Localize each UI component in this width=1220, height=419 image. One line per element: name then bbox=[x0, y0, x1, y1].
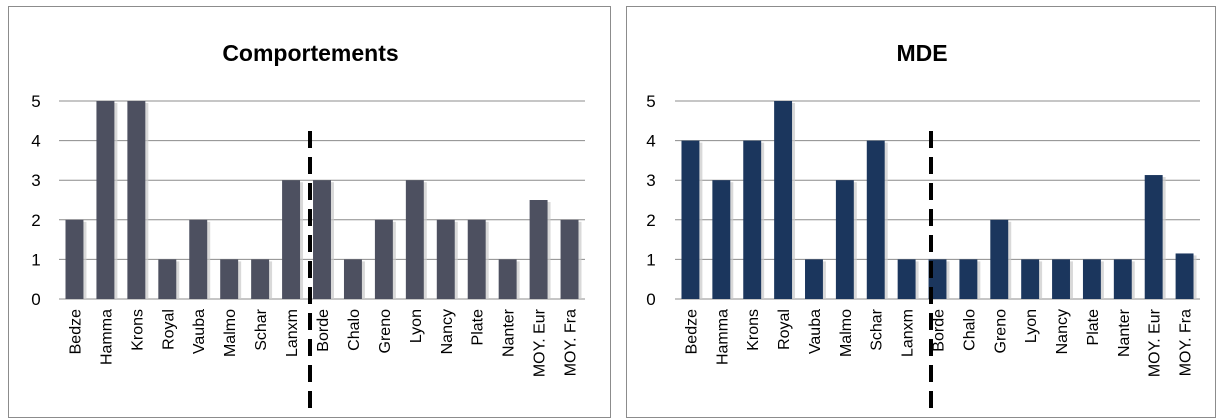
x-category-label: Borde bbox=[315, 309, 332, 352]
x-category-label: Greno bbox=[377, 309, 394, 354]
bar-plate bbox=[1082, 259, 1101, 299]
bar-greno bbox=[374, 219, 393, 299]
x-category-label: Nanter bbox=[501, 308, 518, 357]
bar-schar bbox=[866, 140, 885, 299]
bar-nanter bbox=[498, 259, 517, 299]
bar-lyon bbox=[1021, 259, 1040, 299]
x-category-label: Vauba bbox=[191, 309, 208, 354]
bar-lanxm bbox=[897, 259, 916, 299]
x-category-label: Chalo bbox=[961, 309, 978, 351]
bar-bedze bbox=[681, 140, 700, 299]
chart-panel-comportements: Comportements 0 1 2 3 4 5 Bedze Hamma Krons Royal V… bbox=[8, 6, 611, 418]
chart-mde: MDE 0 1 2 3 4 5 Bedze Hamma Krons Royal Vauba Malmo S… bbox=[646, 40, 1200, 417]
x-category-label: MOY. Fra bbox=[1178, 309, 1195, 376]
x-category-label: Schar bbox=[869, 308, 886, 350]
y-tick-label: 0 bbox=[31, 290, 40, 309]
y-tick-label: 4 bbox=[646, 132, 655, 151]
bar-moy-eur bbox=[529, 200, 548, 299]
bar-lanxm bbox=[282, 180, 301, 299]
y-tick-label: 2 bbox=[646, 211, 655, 230]
bar-royal bbox=[158, 259, 177, 299]
x-category-label: Plate bbox=[470, 309, 487, 346]
bar-nanter bbox=[1113, 259, 1132, 299]
x-category-label: Royal bbox=[160, 309, 177, 350]
x-category-label: Greno bbox=[992, 309, 1009, 354]
x-category-label: Bedze bbox=[683, 309, 700, 354]
bar-nancy bbox=[1052, 259, 1070, 299]
x-category-label: Krons bbox=[745, 309, 762, 351]
bar-chalo bbox=[343, 259, 362, 299]
x-category-label: Krons bbox=[129, 309, 146, 351]
x-category-label: Hamma bbox=[714, 309, 731, 365]
x-category-label: Plate bbox=[1085, 309, 1102, 346]
bar-borde bbox=[928, 259, 947, 299]
x-category-label: Nanter bbox=[1116, 308, 1133, 357]
bar-malmo bbox=[220, 259, 239, 299]
x-category-label: MOY. Eur bbox=[1147, 308, 1164, 377]
x-category-label: Chalo bbox=[346, 309, 363, 351]
bar-royal bbox=[774, 101, 793, 299]
x-category-label: Royal bbox=[776, 309, 793, 350]
x-category-label: Hamma bbox=[98, 309, 115, 365]
x-category-label: Nancy bbox=[439, 309, 456, 354]
y-tick-label: 3 bbox=[31, 171, 40, 190]
x-category-label: Schar bbox=[253, 308, 270, 350]
y-tick-label: 1 bbox=[646, 250, 655, 269]
y-tick-label: 5 bbox=[646, 92, 655, 111]
x-category-label: Lanxm bbox=[900, 309, 917, 357]
x-category-label: Lanxm bbox=[284, 309, 301, 357]
y-tick-label: 0 bbox=[646, 290, 655, 309]
bar-moy-eur bbox=[1144, 175, 1163, 299]
bar-chalo bbox=[959, 259, 978, 299]
bar-greno bbox=[990, 219, 1009, 299]
y-tick-label: 5 bbox=[31, 92, 40, 111]
y-tick-label: 4 bbox=[31, 132, 40, 151]
chart-comportements: Comportements 0 1 2 3 4 5 Bedze Hamma Krons Royal V… bbox=[31, 40, 585, 417]
x-category-label: Vauba bbox=[807, 309, 824, 354]
x-category-label: Lyon bbox=[408, 309, 425, 343]
bar-nancy bbox=[436, 219, 455, 299]
x-category-label: Borde bbox=[931, 309, 948, 352]
bar-vauba bbox=[805, 259, 823, 299]
bar-krons bbox=[743, 140, 762, 299]
bar-hamma bbox=[712, 180, 731, 299]
x-category-label: Lyon bbox=[1023, 309, 1040, 343]
bar-plate bbox=[467, 219, 486, 299]
bar-schar bbox=[251, 259, 270, 299]
y-tick-label: 3 bbox=[646, 171, 655, 190]
bar-moy-fra bbox=[560, 219, 579, 299]
y-tick-label: 1 bbox=[31, 250, 40, 269]
x-category-label: MOY. Eur bbox=[532, 308, 549, 377]
chart-title: Comportements bbox=[222, 40, 398, 66]
bar-krons bbox=[127, 101, 146, 299]
bar-malmo bbox=[835, 180, 854, 299]
chart-title: MDE bbox=[896, 40, 947, 66]
chart-panel-mde: MDE 0 1 2 3 4 5 Bedze Hamma Krons Royal Vauba Malmo S… bbox=[626, 6, 1216, 418]
x-category-label: Malmo bbox=[838, 309, 855, 357]
x-category-label: Nancy bbox=[1054, 309, 1071, 354]
bar-moy-fra bbox=[1175, 253, 1194, 299]
x-category-label: MOY. Fra bbox=[563, 309, 580, 376]
bar-lyon bbox=[405, 180, 424, 299]
y-tick-label: 2 bbox=[31, 211, 40, 230]
x-category-label: Malmo bbox=[222, 309, 239, 357]
bar-hamma bbox=[96, 101, 115, 299]
bar-bedze bbox=[65, 219, 84, 299]
bar-borde bbox=[313, 180, 331, 299]
x-category-label: Bedze bbox=[67, 309, 84, 354]
bar-vauba bbox=[189, 219, 208, 299]
